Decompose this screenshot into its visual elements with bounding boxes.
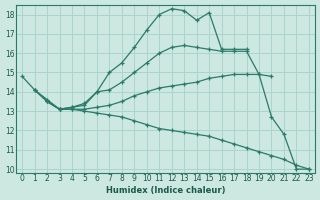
X-axis label: Humidex (Indice chaleur): Humidex (Indice chaleur) [106, 186, 225, 195]
